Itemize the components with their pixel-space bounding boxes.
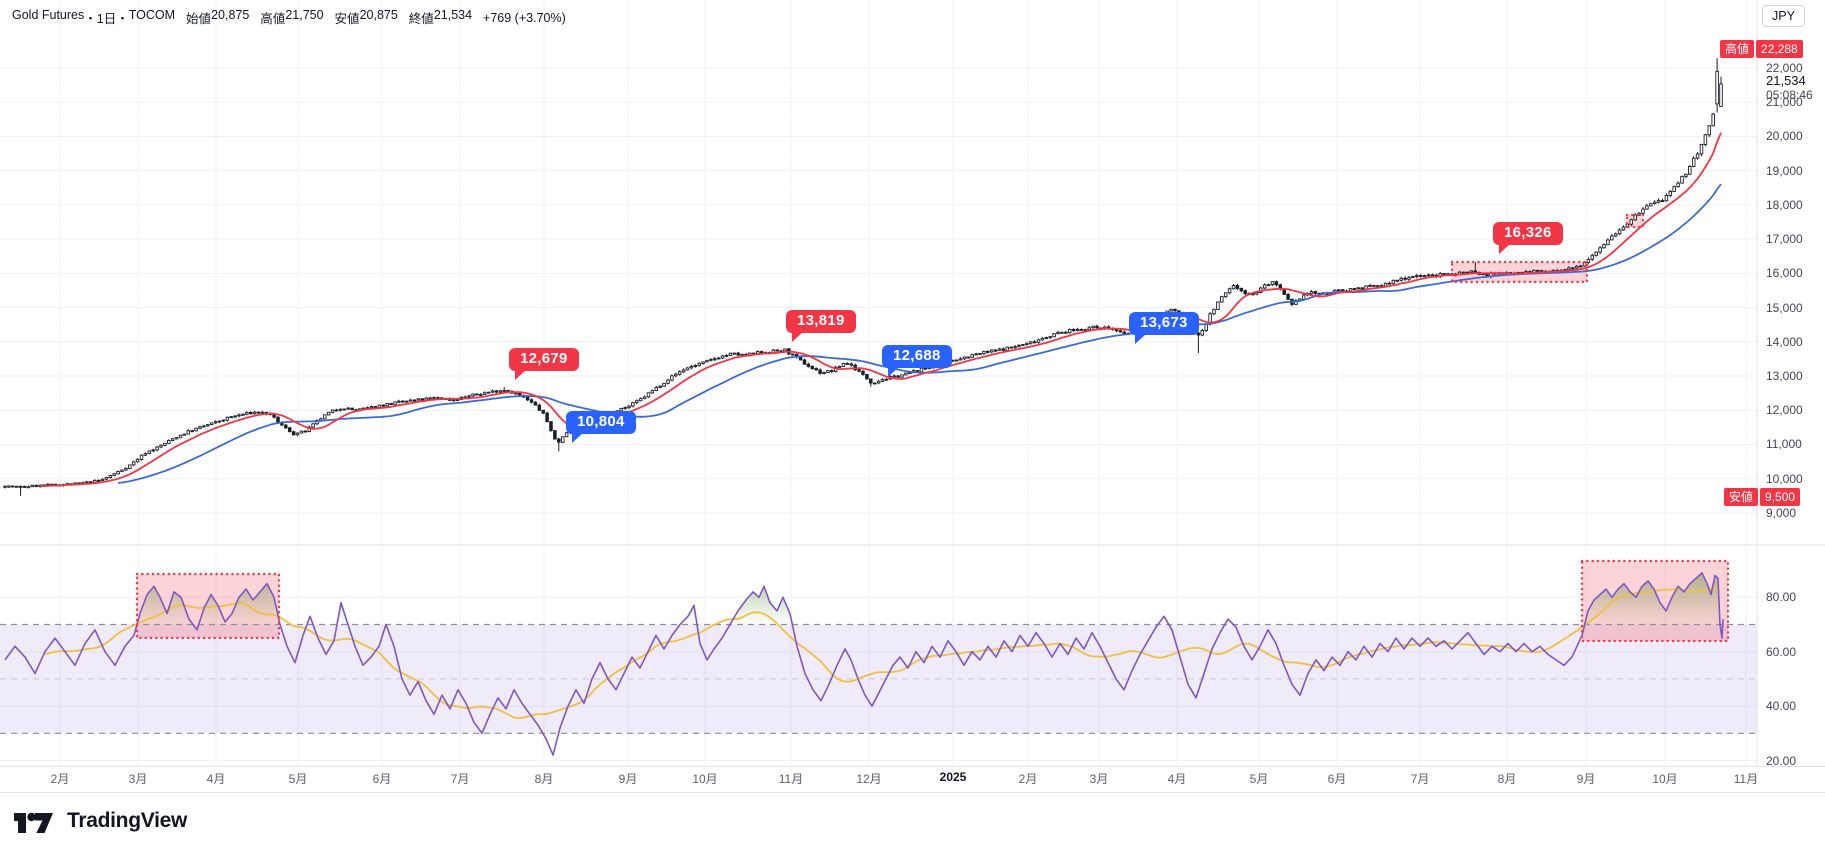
- month-label: 8月: [534, 772, 554, 786]
- highlight-box-outline: [1450, 260, 1589, 284]
- price-tick-label: 20,000: [1766, 129, 1803, 144]
- month-label: 4月: [206, 772, 226, 786]
- month-label: 7月: [450, 772, 470, 786]
- price-tick-label: 14,000: [1766, 334, 1803, 349]
- month-label: 9月: [1576, 772, 1596, 786]
- indicator-tick-label: 40.00: [1766, 699, 1797, 714]
- range-low-value: 9,500: [1760, 488, 1801, 506]
- range-high-tag: 高値: [1720, 40, 1755, 58]
- month-label: 8月: [1497, 772, 1517, 786]
- time-axis[interactable]: 2月 3月 4月 5月 6月 7月 8月 9月 10月 11月 12月 2025 2月 3月 4月 5月 6月 7…: [0, 766, 1825, 793]
- last-price-label: 21,534: [1766, 73, 1806, 88]
- rsi-line: [4, 572, 1724, 756]
- rsi-band-fill: [0, 624, 1757, 734]
- price-callout[interactable]: 13,819: [786, 310, 856, 342]
- change-value: +769 (+3.70%): [483, 10, 566, 25]
- tradingview-logo-icon[interactable]: [14, 807, 58, 835]
- indicator-tick-label: 80.00: [1766, 590, 1797, 605]
- month-label: 10月: [692, 772, 718, 786]
- symbol-title: Gold Futures ・ 1日・ TOCOM: [12, 8, 176, 26]
- indicator-tick-label: 60.00: [1766, 644, 1797, 659]
- ohlc-high: 高値 21,750: [260, 8, 324, 26]
- bar-countdown-label: 05:08:46: [1766, 88, 1813, 102]
- currency-toggle-button[interactable]: JPY: [1762, 5, 1805, 27]
- price-tick-label: 11,000: [1766, 437, 1802, 452]
- tradingview-brand-text[interactable]: TradingView: [67, 808, 188, 832]
- price-tick-label: 12,000: [1766, 403, 1803, 418]
- footer-bar: TradingView: [0, 792, 1825, 848]
- indicator-tick-label: 20.00: [1766, 753, 1797, 768]
- month-label: 2月: [1018, 772, 1038, 786]
- month-label: 5月: [1249, 772, 1269, 786]
- month-label: 10月: [1652, 772, 1678, 786]
- price-tick-label: 15,000: [1766, 300, 1803, 315]
- highlight-box-outline: [1625, 213, 1645, 229]
- timeframe: 1日: [96, 12, 117, 26]
- month-label: 12月: [856, 772, 882, 786]
- month-label: 5月: [288, 772, 308, 786]
- price-callout[interactable]: 16,326: [1493, 222, 1563, 254]
- ohlc-open: 始値 20,875: [186, 8, 250, 26]
- chart-canvas[interactable]: [0, 0, 1825, 792]
- highlight-box-outline: [1580, 559, 1730, 643]
- month-label: 9月: [618, 772, 638, 786]
- range-high-badge: 高値 22,288: [1720, 40, 1803, 58]
- month-label: 3月: [128, 772, 148, 786]
- range-low-tag: 安値: [1724, 488, 1759, 506]
- symbol-header[interactable]: Gold Futures ・ 1日・ TOCOM 始値 20,875 高値 21,750 …: [12, 8, 577, 27]
- exchange: TOCOM: [128, 8, 176, 22]
- month-label: 3月: [1089, 772, 1109, 786]
- price-callout[interactable]: 12,688: [882, 345, 952, 377]
- price-tick-label: 13,000: [1766, 369, 1803, 384]
- rsi-signal-line: [44, 586, 1718, 719]
- ma-slow-line: [117, 183, 1722, 484]
- price-tick-label: 21,000: [1766, 95, 1803, 110]
- range-high-value: 22,288: [1756, 40, 1803, 58]
- range-low-badge: 安値 9,500: [1724, 488, 1801, 506]
- ma-fast-line: [40, 132, 1722, 488]
- month-label: 11月: [1733, 772, 1759, 786]
- price-tick-label: 17,000: [1766, 232, 1803, 247]
- price-tick-label: 16,000: [1766, 266, 1803, 281]
- month-label: 2月: [50, 772, 70, 786]
- price-tick-label: 18,000: [1766, 197, 1803, 212]
- highlight-box-outline: [135, 572, 281, 640]
- month-label: 4月: [1167, 772, 1187, 786]
- price-tick-label: 9,000: [1766, 505, 1797, 520]
- price-callout[interactable]: 12,679: [509, 348, 579, 380]
- price-tick-label: 19,000: [1766, 163, 1803, 178]
- price-callout[interactable]: 10,804: [566, 411, 636, 443]
- month-label: 2025: [939, 770, 967, 784]
- ohlc-low: 安値 20,875: [334, 8, 398, 26]
- month-label: 6月: [372, 772, 392, 786]
- price-tick-label: 10,000: [1766, 471, 1803, 486]
- price-tick-label: 22,000: [1766, 61, 1803, 75]
- month-label: 11月: [778, 772, 804, 786]
- price-callout[interactable]: 13,673: [1129, 312, 1199, 344]
- month-label: 6月: [1327, 772, 1347, 786]
- rsi-overbought-fill: [139, 573, 1723, 625]
- ohlc-close: 終値 21,534: [408, 8, 473, 26]
- month-label: 7月: [1410, 772, 1430, 786]
